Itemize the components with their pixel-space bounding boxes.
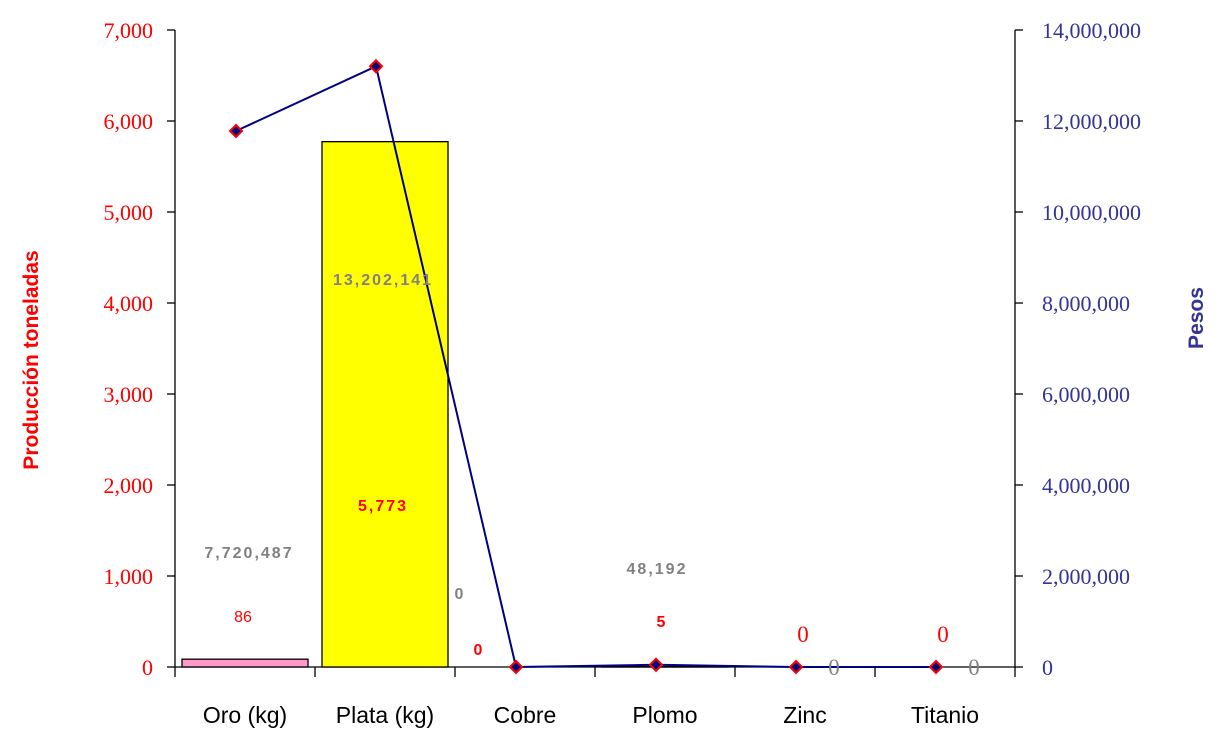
- x-tick-label: Oro (kg): [203, 702, 287, 728]
- axes: 0 1,000 2,000 3,000 4,000 5,000 6,000 7,000 0 2,0…: [104, 18, 1142, 728]
- line-value-label: 0: [828, 655, 840, 680]
- y-tick-label: 4,000: [104, 291, 154, 316]
- y2-tick-label: 0: [1042, 655, 1053, 680]
- y-tick-label: 7,000: [104, 18, 154, 43]
- line-value-label: 48,192: [627, 561, 688, 578]
- y2-tick-label: 6,000,000: [1042, 382, 1130, 407]
- bar-value-label: 86: [234, 609, 252, 626]
- line-value-label: 0: [455, 586, 466, 603]
- x-tick-label: Plomo: [632, 702, 697, 728]
- pesos-line: [228, 58, 944, 675]
- bar-value-label: 0: [937, 622, 949, 647]
- y2-axis-title: Pesos: [1185, 287, 1208, 349]
- y-tick-label: 3,000: [104, 382, 154, 407]
- bars: [181, 141, 729, 668]
- y-tick-label: 6,000: [104, 109, 154, 134]
- y-axis-title: Producción toneladas: [20, 250, 43, 469]
- pesos-point-marker: [648, 657, 664, 673]
- y2-tick-label: 12,000,000: [1042, 109, 1141, 134]
- y2-tick-label: 2,000,000: [1042, 564, 1130, 589]
- x-tick-label: Zinc: [783, 702, 826, 728]
- x-tick-label: Titanio: [911, 702, 979, 728]
- pesos-point-marker: [228, 123, 244, 139]
- y2-tick-label: 4,000,000: [1042, 473, 1130, 498]
- y-tick-label: 5,000: [104, 200, 154, 225]
- x-tick-label: Cobre: [494, 702, 557, 728]
- pesos-line-path: [235, 64, 936, 669]
- bar-value-label: 0: [474, 642, 485, 659]
- bar-value-label: 0: [797, 622, 809, 647]
- y2-tick-label: 8,000,000: [1042, 291, 1130, 316]
- x-tick-label: Plata (kg): [336, 702, 434, 728]
- bar-value-label: 5,773: [358, 498, 408, 515]
- y2-tick-label: 10,000,000: [1042, 200, 1141, 225]
- y2-tick-label: 14,000,000: [1042, 18, 1141, 43]
- bar: [181, 658, 309, 668]
- line-value-label: 13,202,141: [333, 272, 433, 289]
- line-value-label: 0: [968, 655, 980, 680]
- pesos-point-marker: [368, 58, 384, 74]
- line-value-label: 7,720,487: [204, 545, 293, 562]
- y-tick-label: 2,000: [104, 473, 154, 498]
- pesos-point-marker: [788, 659, 804, 675]
- pesos-point-marker: [508, 659, 524, 675]
- y-tick-label: 1,000: [104, 564, 154, 589]
- bar: [321, 141, 449, 668]
- y-tick-label: 0: [142, 655, 153, 680]
- pesos-point-marker: [928, 659, 944, 675]
- bar-value-label: 5: [657, 614, 668, 631]
